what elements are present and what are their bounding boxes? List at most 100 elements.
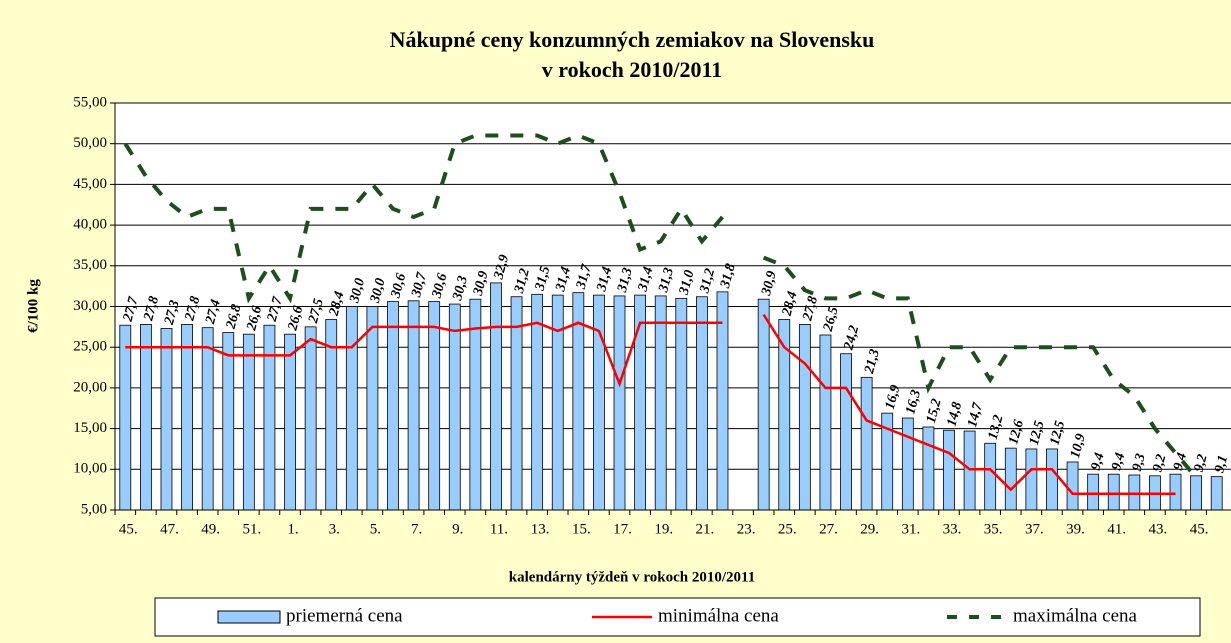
x-tick-label: 25. bbox=[778, 521, 797, 537]
bar bbox=[943, 429, 955, 511]
data-label: 31,4 bbox=[553, 265, 574, 294]
bar bbox=[201, 327, 214, 511]
bar bbox=[469, 298, 482, 511]
y-tick-label: 15,00 bbox=[73, 420, 107, 436]
data-label: 26,6 bbox=[285, 304, 306, 333]
legend-label: maximálna cena bbox=[1013, 605, 1138, 626]
data-label: 13,2 bbox=[986, 414, 1007, 442]
bar bbox=[819, 334, 832, 511]
data-label: 28,4 bbox=[326, 290, 347, 319]
data-label: 30,7 bbox=[409, 270, 430, 299]
data-label: 28,4 bbox=[779, 290, 800, 319]
data-label: 12,6 bbox=[1006, 418, 1027, 446]
data-label: 30,9 bbox=[471, 269, 492, 298]
bar bbox=[613, 295, 626, 511]
y-tick-label: 50,00 bbox=[73, 135, 107, 151]
bar bbox=[345, 306, 358, 511]
bar bbox=[1066, 461, 1079, 511]
bar bbox=[757, 298, 770, 511]
x-tick-label: 43. bbox=[1149, 521, 1168, 537]
x-tick-label: 3. bbox=[329, 521, 340, 537]
bar bbox=[139, 324, 152, 511]
data-label: 31,4 bbox=[635, 265, 656, 294]
data-label: 21,3 bbox=[862, 348, 883, 377]
x-tick-label: 9. bbox=[452, 521, 463, 537]
data-label: 14,8 bbox=[944, 401, 965, 429]
y-tick-label: 35,00 bbox=[73, 257, 107, 273]
bar bbox=[263, 324, 276, 511]
bar bbox=[531, 293, 544, 511]
bar bbox=[840, 353, 852, 511]
y-tick-label: 45,00 bbox=[73, 176, 107, 192]
data-label: 12,5 bbox=[1027, 419, 1048, 447]
bar bbox=[860, 376, 873, 511]
x-tick-label: 29. bbox=[860, 521, 879, 537]
data-label: 30,6 bbox=[388, 272, 409, 301]
x-tick-label: 39. bbox=[1066, 521, 1085, 537]
bar bbox=[448, 303, 461, 511]
data-label: 15,2 bbox=[924, 397, 945, 425]
data-label: 27,8 bbox=[141, 295, 162, 324]
x-tick-label: 15. bbox=[572, 521, 591, 537]
legend bbox=[154, 597, 1201, 637]
bar bbox=[284, 333, 296, 511]
bar bbox=[366, 306, 379, 511]
x-tick-label: 13. bbox=[531, 521, 550, 537]
x-tick-label: 17. bbox=[613, 521, 632, 537]
line bbox=[762, 313, 1176, 495]
bar bbox=[1190, 475, 1203, 511]
bar bbox=[798, 324, 811, 511]
x-tick-label: 35. bbox=[984, 521, 1003, 537]
data-label: 31,4 bbox=[594, 265, 615, 294]
x-tick-label: 21. bbox=[696, 521, 715, 537]
x-tick-label: 23. bbox=[737, 521, 756, 537]
bar bbox=[901, 417, 914, 511]
y-tick-label: 10,00 bbox=[73, 461, 107, 477]
y-tick-label: 55,00 bbox=[73, 94, 107, 110]
data-label: 31,7 bbox=[574, 262, 595, 291]
data-label: 9,4 bbox=[1089, 451, 1108, 472]
data-label: 27,7 bbox=[121, 295, 142, 324]
bar bbox=[593, 294, 605, 511]
legend-label: priemerná cena bbox=[286, 605, 403, 626]
x-tick-label: 31. bbox=[901, 521, 920, 537]
x-tick-label: 45. bbox=[119, 521, 138, 537]
data-label: 14,7 bbox=[965, 400, 986, 429]
x-axis-title: kalendárny týždeň v rokoch 2010/2011 bbox=[509, 569, 755, 585]
bar bbox=[1025, 448, 1038, 511]
dashed-line bbox=[762, 255, 1198, 479]
data-label: 9,2 bbox=[1150, 453, 1169, 474]
data-label: 26,6 bbox=[244, 304, 265, 333]
x-tick-label: 45. bbox=[1190, 521, 1209, 537]
bar bbox=[695, 296, 708, 511]
data-label: 26,5 bbox=[821, 305, 842, 334]
data-label: 30,0 bbox=[347, 277, 368, 306]
bar bbox=[407, 300, 420, 511]
bar bbox=[551, 294, 564, 511]
data-label: 30,3 bbox=[450, 274, 471, 303]
data-label: 27,8 bbox=[800, 295, 821, 324]
data-label: 27,4 bbox=[203, 298, 224, 327]
x-tick-label: 27. bbox=[819, 521, 838, 537]
data-label: 30,0 bbox=[368, 277, 389, 306]
data-label: 16,9 bbox=[883, 383, 904, 411]
x-tick-label: 1. bbox=[287, 521, 298, 537]
data-label: 31,2 bbox=[697, 267, 718, 296]
data-label: 30,6 bbox=[429, 272, 450, 301]
y-tick-label: 40,00 bbox=[73, 217, 107, 233]
x-tick-label: 37. bbox=[1025, 521, 1044, 537]
bar bbox=[1107, 473, 1120, 511]
x-tick-label: 49. bbox=[201, 521, 220, 537]
x-tick-label: 5. bbox=[370, 521, 381, 537]
bar bbox=[675, 297, 688, 511]
data-label: 31,5 bbox=[532, 265, 553, 294]
bar bbox=[1004, 447, 1017, 511]
data-label: 31,8 bbox=[718, 262, 739, 291]
data-label: 24,2 bbox=[841, 324, 862, 353]
line bbox=[125, 321, 723, 388]
x-tick-label: 11. bbox=[490, 521, 508, 537]
y-tick-label: 30,00 bbox=[73, 298, 107, 314]
x-tick-label: 19. bbox=[654, 521, 673, 537]
y-axis-title: €/100 kg bbox=[25, 279, 41, 333]
bar bbox=[181, 324, 193, 511]
